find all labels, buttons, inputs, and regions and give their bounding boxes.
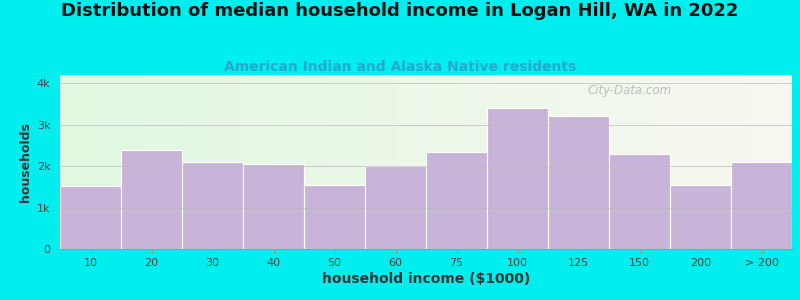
- Bar: [365, 166, 426, 249]
- Bar: [182, 162, 243, 249]
- Bar: [243, 164, 304, 249]
- Text: City-Data.com: City-Data.com: [587, 84, 671, 97]
- Bar: [487, 108, 548, 249]
- Bar: [548, 116, 609, 249]
- Bar: [426, 152, 487, 249]
- Bar: [670, 185, 731, 249]
- Bar: [121, 150, 182, 249]
- Y-axis label: households: households: [19, 122, 33, 202]
- Bar: [60, 186, 121, 249]
- Bar: [609, 154, 670, 249]
- Text: Distribution of median household income in Logan Hill, WA in 2022: Distribution of median household income …: [62, 2, 738, 20]
- Bar: [304, 185, 365, 249]
- Text: American Indian and Alaska Native residents: American Indian and Alaska Native reside…: [224, 60, 576, 74]
- X-axis label: household income ($1000): household income ($1000): [322, 272, 530, 286]
- Bar: [731, 162, 792, 249]
